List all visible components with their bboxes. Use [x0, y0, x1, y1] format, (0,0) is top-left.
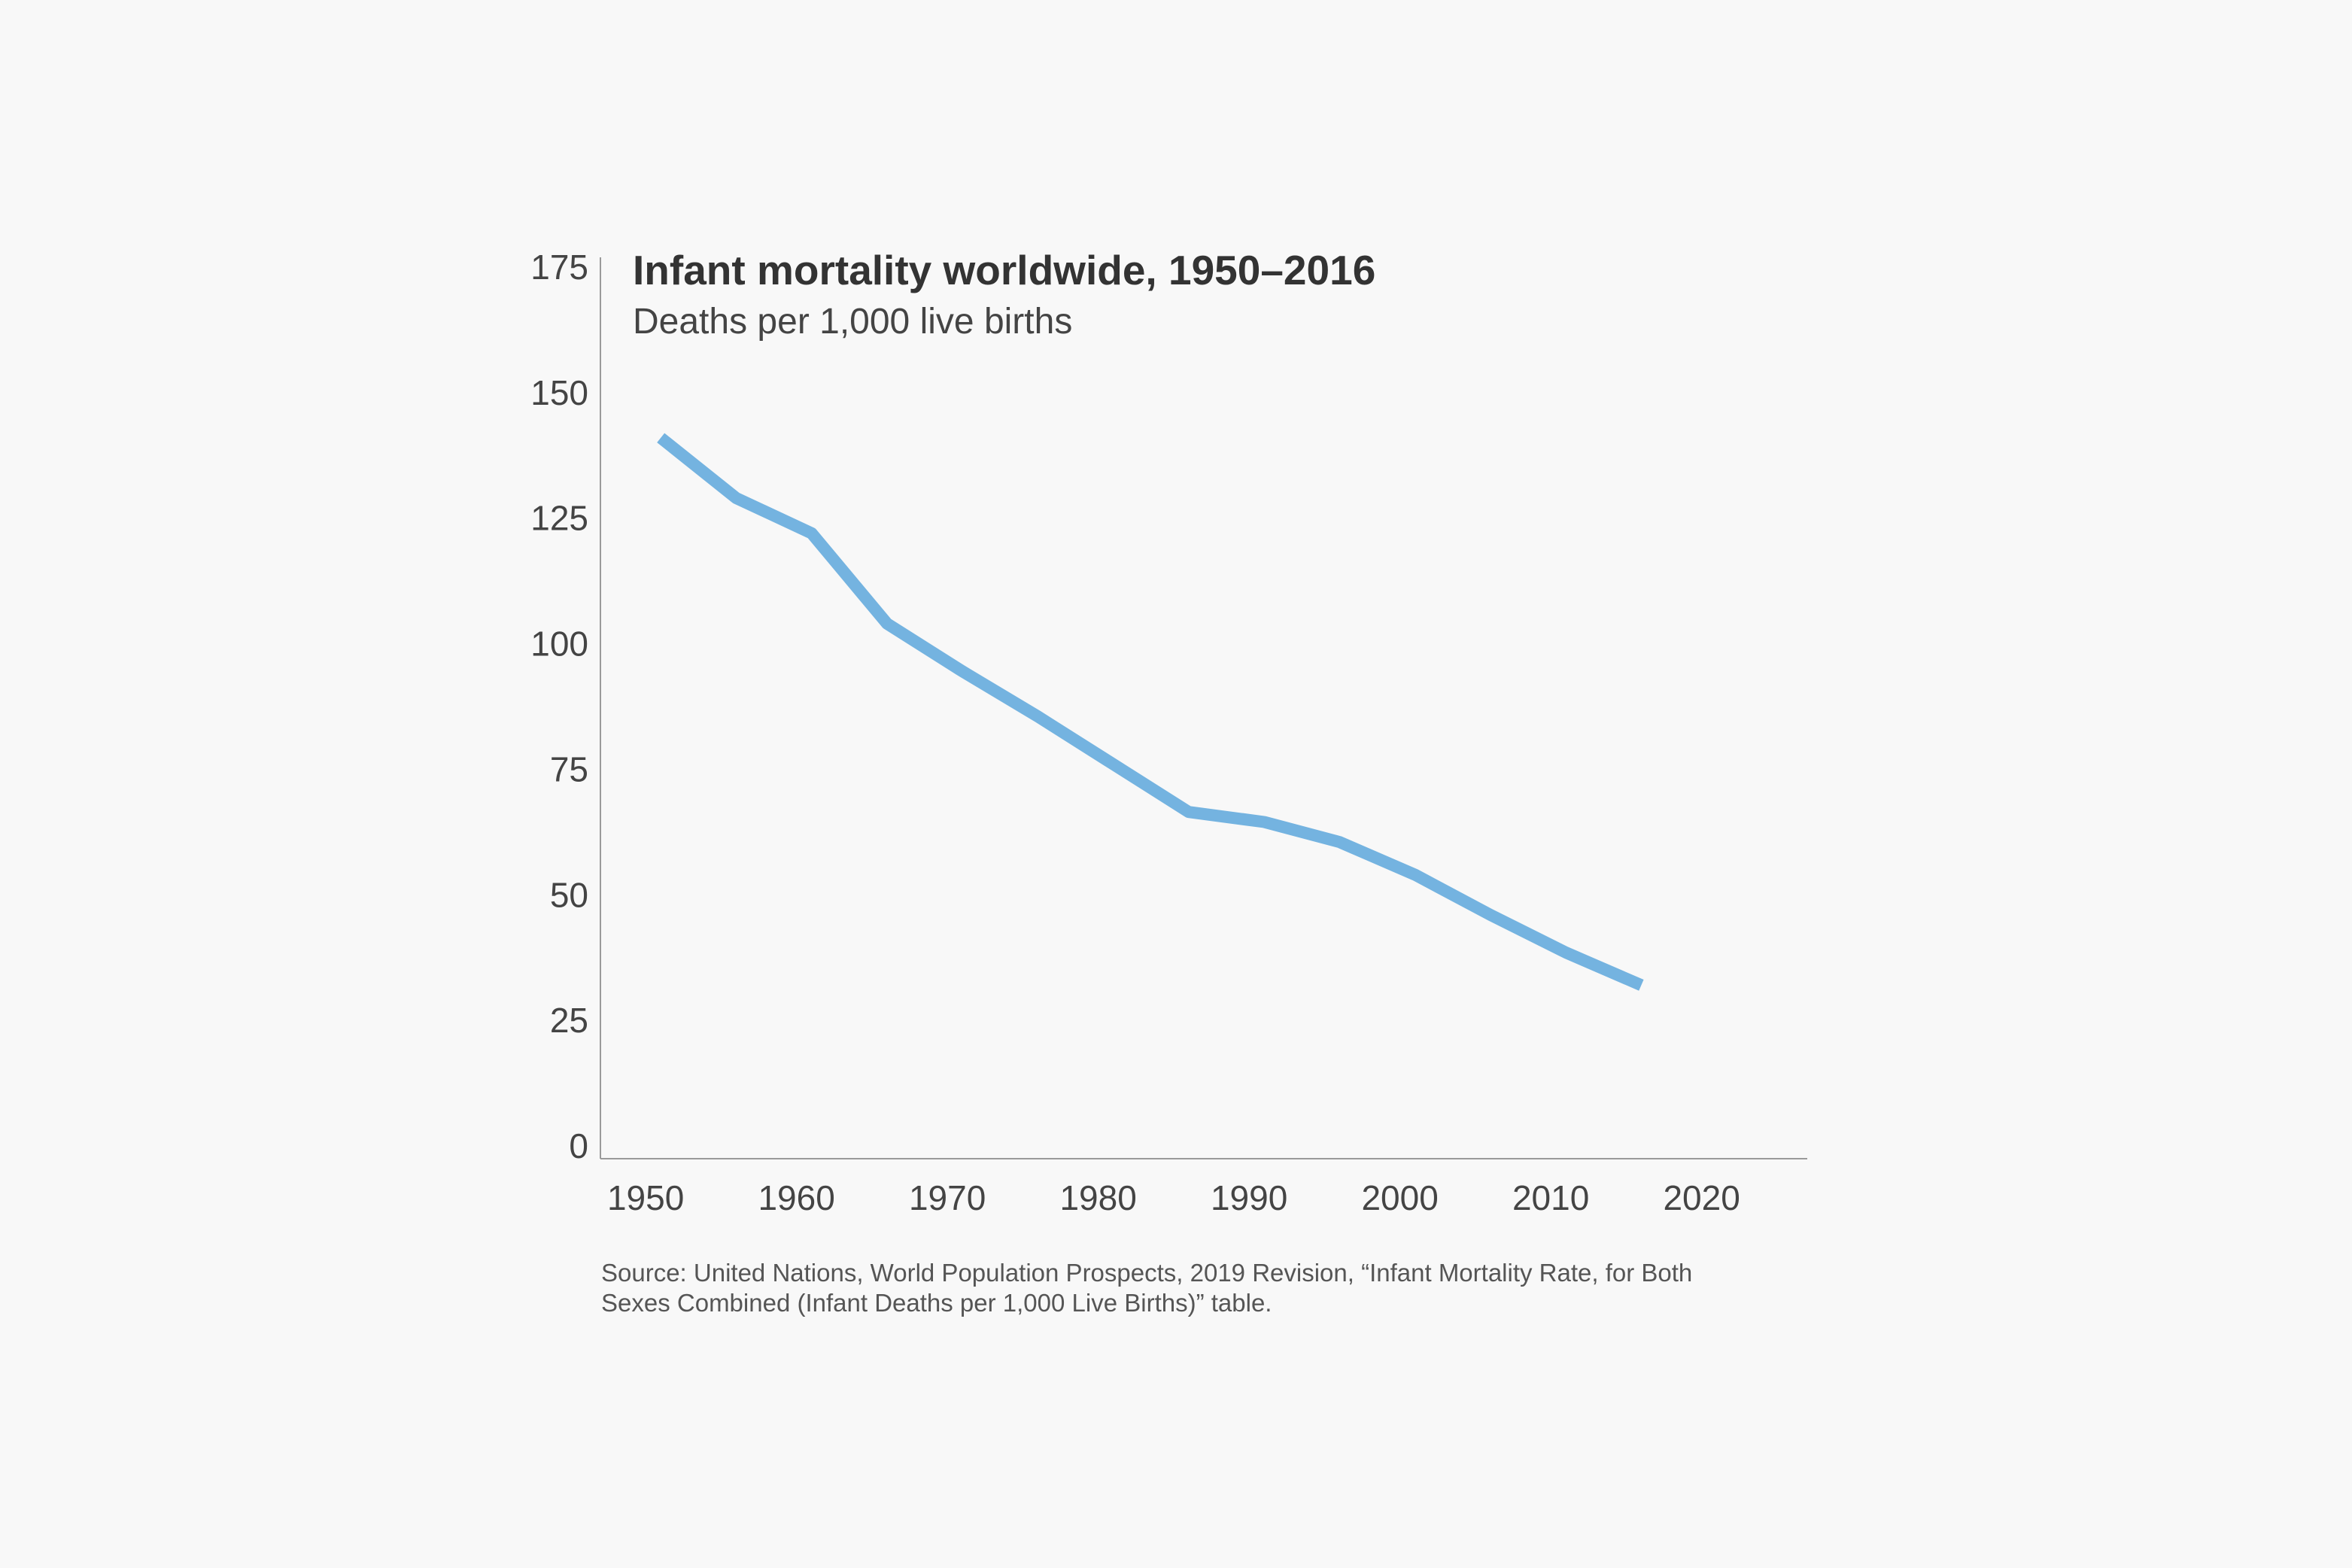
source-note-line-1: Source: United Nations, World Population… [601, 1259, 1692, 1287]
y-tick-label-0: 0 [569, 1126, 588, 1165]
series-lines [657, 433, 1644, 991]
source-note-line-2: Sexes Combined (Infant Deaths per 1,000 … [601, 1289, 1272, 1317]
y-tick-label-75: 75 [550, 749, 588, 789]
x-tick-label-1960: 1960 [758, 1178, 834, 1217]
x-tick-labels: 1950 1960 1970 1980 1990 2000 2010 2020 [607, 1178, 1740, 1217]
y-tick-label-25: 25 [550, 1001, 588, 1040]
chart-subtitle: Deaths per 1,000 live births [633, 302, 1072, 342]
y-tick-label-50: 50 [550, 875, 588, 914]
x-tick-label-2020: 2020 [1663, 1178, 1740, 1217]
x-tick-label-1980: 1980 [1059, 1178, 1136, 1217]
y-tick-label-100: 100 [530, 624, 588, 664]
x-tick-label-2010: 2010 [1512, 1178, 1589, 1217]
y-tick-labels: 0 25 50 75 100 125 150 175 [530, 248, 588, 1165]
series-line-0 [657, 433, 1644, 991]
y-tick-label-175: 175 [530, 248, 588, 287]
chart-title: Infant mortality worldwide, 1950–2016 [633, 247, 1375, 293]
x-tick-label-1950: 1950 [607, 1178, 684, 1217]
x-tick-label-1990: 1990 [1211, 1178, 1287, 1217]
y-tick-label-150: 150 [530, 373, 588, 412]
x-tick-label-1970: 1970 [909, 1178, 986, 1217]
x-tick-label-2000: 2000 [1361, 1178, 1438, 1217]
y-tick-label-125: 125 [530, 499, 588, 538]
